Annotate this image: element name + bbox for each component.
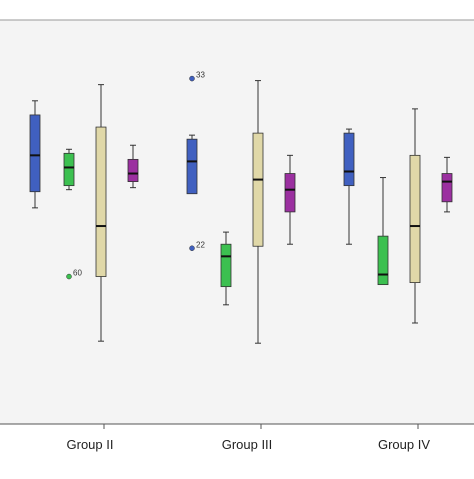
- outlier-point: [189, 245, 195, 252]
- box: [441, 173, 453, 203]
- outlier-label: 22: [196, 240, 205, 249]
- box: [29, 114, 41, 193]
- box: [127, 158, 139, 183]
- box: [63, 152, 75, 187]
- box: [95, 126, 107, 277]
- x-tick-label: Group IV: [378, 437, 430, 452]
- box: [409, 154, 421, 283]
- box: [284, 173, 296, 213]
- box: [343, 132, 355, 187]
- x-tick-label: Group III: [222, 437, 273, 452]
- plot-background: [0, 20, 474, 424]
- outlier-label: 60: [73, 269, 82, 278]
- box: [220, 243, 232, 288]
- box: [252, 132, 264, 247]
- outlier-label: 33: [196, 71, 205, 80]
- outlier-point: [66, 273, 72, 280]
- box: [377, 235, 389, 286]
- box: [186, 138, 198, 195]
- outlier-point: [189, 75, 195, 82]
- x-tick-label: Group II: [67, 437, 114, 452]
